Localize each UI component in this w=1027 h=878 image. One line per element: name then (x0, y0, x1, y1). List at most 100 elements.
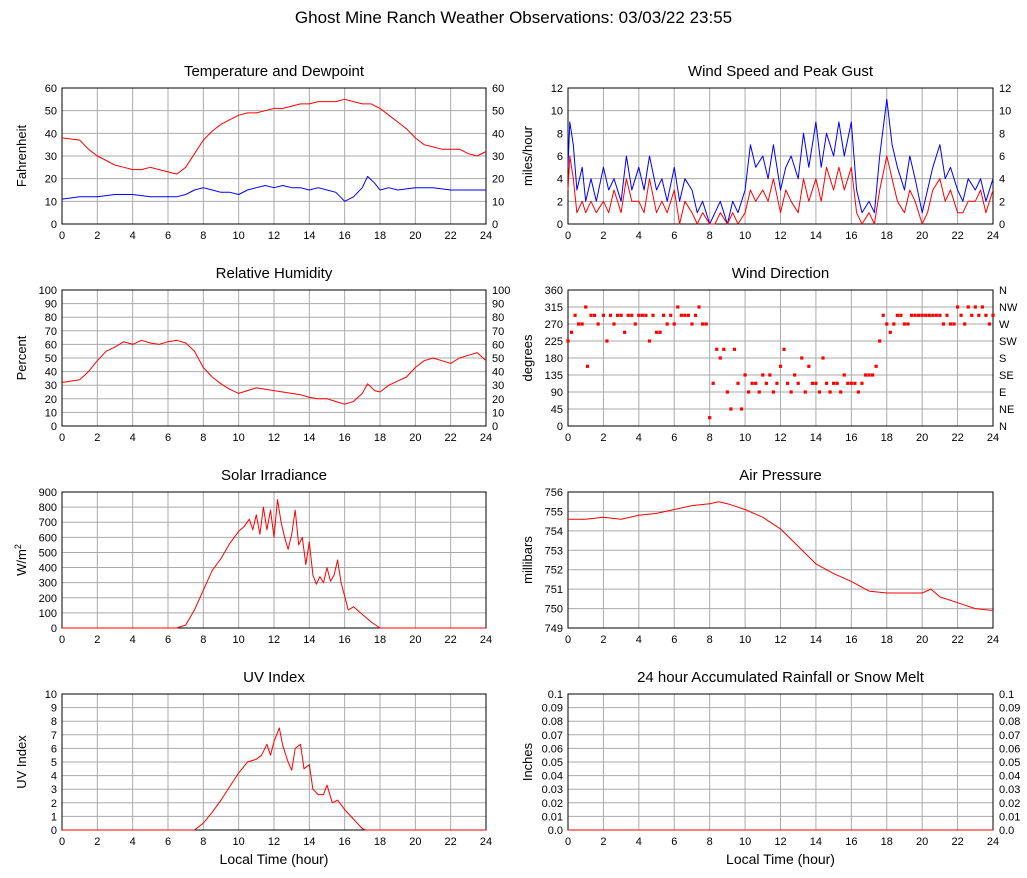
wind-direction-point (736, 381, 740, 385)
right-tick-label: 2 (999, 196, 1005, 208)
wind-direction-point (800, 356, 804, 360)
right-tick-label: 0.01 (999, 811, 1020, 823)
wind-direction-point (927, 313, 931, 317)
wind-direction-point (895, 313, 899, 317)
y-axis-label-text: UV Index (14, 735, 29, 789)
page-title: Ghost Mine Ranch Weather Observations: 0… (294, 8, 733, 27)
wind-direction-point (878, 339, 882, 343)
y-tick-label: 0 (51, 219, 57, 231)
wind-direction-point (778, 364, 783, 368)
wind-direction-point (708, 416, 712, 420)
x-tick-label: 24 (480, 432, 492, 444)
y-tick-label: 4 (557, 174, 563, 186)
chart-title: Solar Irradiance (221, 467, 327, 484)
x-tick-label: 10 (739, 634, 751, 646)
right-tick-label: 60 (492, 339, 504, 351)
wind-direction-point (959, 313, 963, 317)
y-tick-label: 6 (557, 151, 563, 163)
x-tick-label: 12 (268, 836, 280, 848)
wind-direction-point (761, 373, 765, 377)
wind-direction-point (924, 313, 928, 317)
wind-direction-point (991, 313, 995, 317)
x-tick-label: 0 (565, 634, 571, 646)
wind-direction-point (835, 381, 839, 385)
wind-direction-point (662, 313, 666, 317)
series-line-wind-0 (567, 98, 994, 225)
x-tick-label: 4 (130, 432, 136, 444)
wind-direction-point (718, 356, 722, 360)
right-tick-label: 6 (999, 151, 1005, 163)
x-axis-label: Local Time (hour) (220, 851, 329, 867)
right-tick-label: 0.06 (999, 743, 1020, 755)
wind-direction-point (853, 381, 857, 385)
x-tick-label: 8 (200, 230, 206, 242)
x-tick-label: 0 (565, 836, 571, 848)
x-tick-label: 24 (987, 836, 999, 848)
wind-direction-point (832, 381, 836, 385)
y-tick-label: 90 (45, 299, 57, 311)
x-tick-label: 22 (445, 634, 457, 646)
y-tick-label: 135 (545, 370, 563, 382)
wind-direction-point (842, 373, 846, 377)
wind-direction-point (693, 313, 698, 317)
y-axis-label-text: Percent (14, 335, 29, 380)
wind-direction-point (658, 330, 662, 334)
x-tick-label: 16 (845, 230, 857, 242)
right-tick-label: 0.03 (999, 784, 1020, 796)
wind-direction-point (807, 364, 811, 368)
wind-direction-point (729, 407, 733, 411)
wind-direction-point (732, 347, 737, 351)
right-tick-label: S (999, 353, 1006, 365)
y-tick-label: 100 (39, 285, 57, 297)
wind-direction-point (686, 313, 691, 317)
x-tick-label: 8 (200, 432, 206, 444)
y-tick-label: 40 (45, 367, 57, 379)
right-tick-label: 0 (999, 219, 1005, 231)
y-axis-label: Inches (520, 742, 535, 781)
x-tick-label: 8 (200, 836, 206, 848)
y-tick-label: 6 (51, 743, 57, 755)
y-tick-label: 10 (551, 106, 563, 118)
wind-direction-point (764, 381, 768, 385)
x-tick-label: 24 (987, 230, 999, 242)
x-tick-label: 20 (916, 836, 928, 848)
chart-title: 24 hour Accumulated Rainfall or Snow Mel… (637, 669, 925, 686)
x-tick-label: 10 (233, 432, 245, 444)
y-tick-label: 60 (45, 339, 57, 351)
y-tick-label: 0.02 (542, 798, 563, 810)
y-tick-label: 755 (545, 506, 563, 518)
series-line-temp-0 (61, 98, 487, 175)
wind-direction-point (874, 364, 878, 368)
right-tick-label: SE (999, 370, 1014, 382)
wind-direction-point (626, 313, 630, 317)
y-tick-label: 0.08 (542, 716, 563, 728)
x-tick-label: 14 (810, 634, 822, 646)
chart-title: Wind Direction (732, 265, 830, 282)
x-tick-label: 6 (671, 836, 677, 848)
plot-frame (61, 87, 487, 225)
wind-direction-point (934, 313, 938, 317)
wind-direction-point (980, 305, 984, 309)
x-tick-label: 8 (707, 230, 713, 242)
x-tick-label: 12 (268, 634, 280, 646)
y-axis-label: Percent (14, 335, 29, 380)
wind-direction-point (789, 390, 793, 394)
x-tick-label: 22 (445, 836, 457, 848)
wind-direction-point (824, 381, 829, 385)
right-tick-label: 50 (492, 106, 504, 118)
right-tick-label: 40 (492, 128, 504, 140)
wind-direction-point (938, 313, 942, 317)
x-tick-label: 6 (165, 230, 171, 242)
wind-direction-point (828, 390, 832, 394)
wind-direction-point (771, 390, 776, 394)
series-line-temp-1 (61, 175, 486, 202)
x-tick-label: 14 (303, 634, 315, 646)
right-tick-label: 8 (999, 128, 1005, 140)
wind-direction-point (913, 313, 917, 317)
right-tick-label: 0.02 (999, 798, 1020, 810)
wind-direction-point (948, 322, 953, 326)
y-tick-label: 180 (545, 353, 563, 365)
x-tick-label: 18 (374, 432, 386, 444)
wind-direction-point (637, 313, 641, 317)
